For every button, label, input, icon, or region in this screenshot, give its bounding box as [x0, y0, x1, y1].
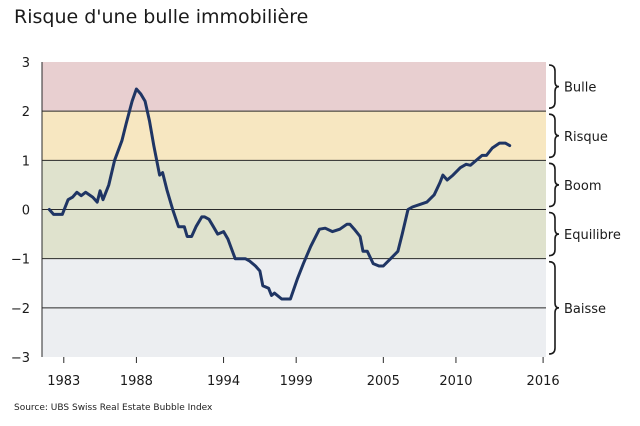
band-label-equilibre: Equilibre — [564, 228, 621, 243]
chart-title: Risque d'une bulle immobilière — [14, 6, 309, 28]
band-label-baisse: Baisse — [564, 302, 606, 317]
source-note: Source: UBS Swiss Real Estate Bubble Ind… — [14, 403, 213, 413]
band-brace — [548, 211, 560, 257]
band-brace — [548, 64, 560, 109]
y-tick-label: 1 — [22, 154, 30, 169]
band-label-boom: Boom — [564, 179, 602, 194]
y-tick-label: −2 — [11, 302, 30, 317]
band-label-risque: Risque — [564, 130, 608, 145]
band-brace — [548, 162, 560, 208]
y-tick-label: 2 — [22, 105, 30, 120]
y-tick-label: 0 — [22, 204, 30, 219]
x-tick-label: 1994 — [207, 374, 240, 389]
band-boom — [42, 160, 546, 210]
x-tick-label: 2016 — [527, 374, 560, 389]
x-tick-label: 1983 — [47, 374, 80, 389]
band-equilibre — [42, 209, 546, 259]
y-tick-label: −3 — [11, 351, 30, 366]
band-brace — [548, 113, 560, 159]
y-tick-label: 3 — [22, 56, 30, 71]
axis-layer: 3 2 1 0 −1 −2 −3 1983 1988 1994 1999 2005 2010 2016 — [11, 56, 560, 389]
band-layer — [42, 62, 546, 357]
band-brace — [548, 260, 560, 355]
band-label-bulle: Bulle — [564, 81, 596, 96]
label-layer: Bulle Risque Boom Equilibre Baisse — [548, 64, 621, 355]
x-tick-label: 2010 — [439, 374, 472, 389]
band-bulle — [42, 62, 546, 112]
x-tick-label: 1988 — [120, 374, 153, 389]
x-tick-label: 2005 — [367, 374, 400, 389]
y-tick-label: −1 — [11, 253, 30, 268]
series-line — [47, 87, 512, 301]
line-layer — [47, 87, 512, 301]
x-tick-label: 1999 — [280, 374, 313, 389]
